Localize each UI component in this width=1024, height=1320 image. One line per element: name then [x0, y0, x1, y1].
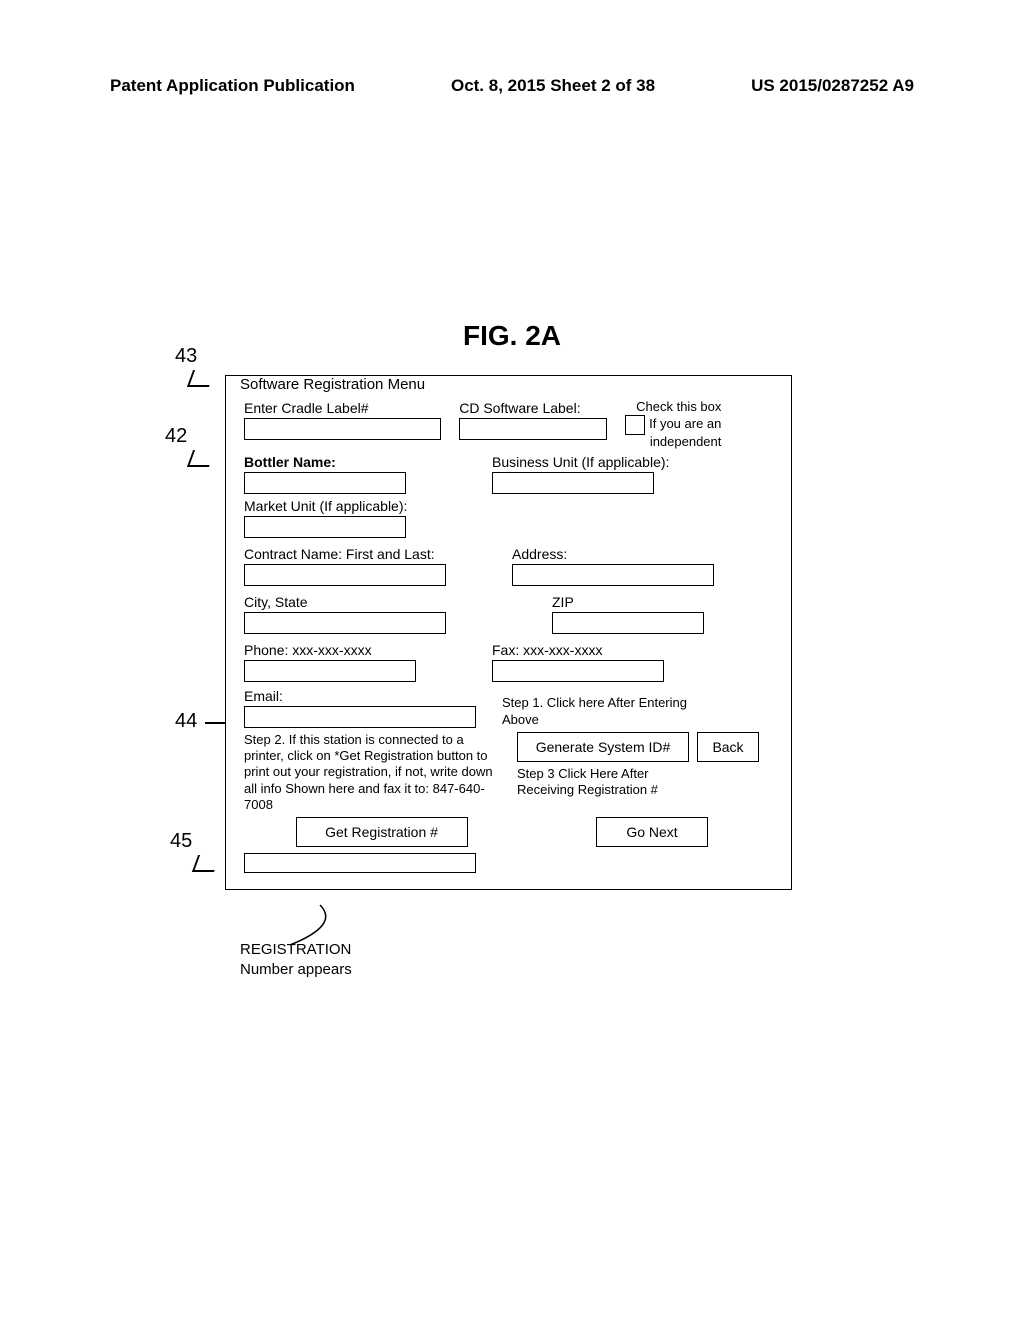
form-body: Enter Cradle Label# CD Software Label: C…: [226, 394, 791, 889]
page-header: Patent Application Publication Oct. 8, 2…: [110, 76, 914, 96]
email-label: Email:: [244, 688, 484, 704]
back-button[interactable]: Back: [697, 732, 759, 762]
address-input[interactable]: [512, 564, 714, 586]
cd-input[interactable]: [459, 418, 607, 440]
phone-input[interactable]: [244, 660, 416, 682]
callout-43-leader: [187, 370, 215, 387]
contract-input[interactable]: [244, 564, 446, 586]
cradle-input[interactable]: [244, 418, 441, 440]
header-right: US 2015/0287252 A9: [751, 76, 914, 96]
generate-system-id-button[interactable]: Generate System ID#: [517, 732, 689, 762]
step1-text: Step 1. Click here After Entering Above: [502, 695, 702, 728]
callout-43: 43: [175, 345, 197, 368]
phone-label: Phone: xxx-xxx-xxxx: [244, 642, 474, 658]
check-line3: independent: [650, 435, 722, 450]
callout-45: 45: [170, 830, 192, 853]
fax-input[interactable]: [492, 660, 664, 682]
business-unit-label: Business Unit (If applicable):: [492, 454, 742, 470]
step3-text: Step 3 Click Here After Receiving Regist…: [517, 766, 697, 799]
zip-input[interactable]: [552, 612, 704, 634]
patent-page: Patent Application Publication Oct. 8, 2…: [0, 0, 1024, 1320]
callout-42: 42: [165, 425, 187, 448]
fax-label: Fax: xxx-xxx-xxxx: [492, 642, 712, 658]
check-line2: If you are an: [649, 417, 721, 432]
figure-title: FIG. 2A: [0, 320, 1024, 352]
header-left: Patent Application Publication: [110, 76, 355, 96]
city-input[interactable]: [244, 612, 446, 634]
zip-label: ZIP: [552, 594, 732, 610]
get-registration-button[interactable]: Get Registration #: [296, 817, 468, 847]
cradle-label: Enter Cradle Label#: [244, 400, 441, 416]
callout-45-leader: [192, 855, 220, 872]
go-next-button[interactable]: Go Next: [596, 817, 708, 847]
registration-form: Software Registration Menu Enter Cradle …: [225, 375, 792, 890]
step2-text: Step 2. If this station is connected to …: [244, 732, 499, 813]
callout-44: 44: [175, 710, 197, 733]
check-line1: Check this box: [636, 400, 721, 415]
business-unit-input[interactable]: [492, 472, 654, 494]
registration-output: [244, 853, 476, 873]
bottler-label: Bottler Name:: [244, 454, 474, 470]
callout-42-leader: [187, 450, 215, 467]
cd-label: CD Software Label:: [459, 400, 607, 416]
market-unit-input[interactable]: [244, 516, 406, 538]
address-label: Address:: [512, 546, 732, 562]
market-unit-label: Market Unit (If applicable):: [244, 498, 484, 514]
caption-line1: REGISTRATION: [240, 941, 351, 958]
city-label: City, State: [244, 594, 494, 610]
contract-label: Contract Name: First and Last:: [244, 546, 494, 562]
independent-checkbox[interactable]: [625, 415, 645, 435]
header-center: Oct. 8, 2015 Sheet 2 of 38: [451, 76, 655, 96]
bottler-input[interactable]: [244, 472, 406, 494]
form-title: Software Registration Menu: [236, 376, 429, 393]
caption-line2: Number appears: [240, 961, 352, 978]
email-input[interactable]: [244, 706, 476, 728]
registration-caption: REGISTRATION Number appears: [240, 940, 352, 979]
